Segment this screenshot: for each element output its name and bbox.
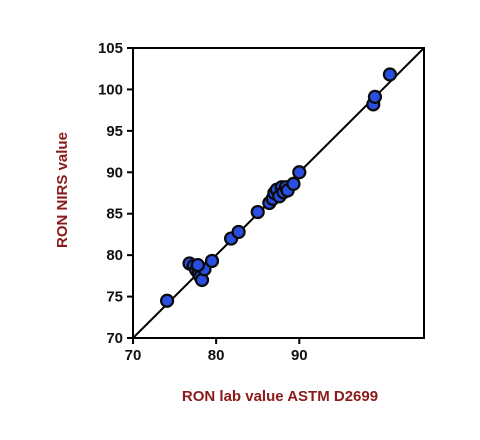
y-tick-label: 80 — [106, 247, 123, 264]
x-tick-label: 70 — [125, 347, 142, 364]
plot-frame — [132, 47, 425, 339]
y-tick-label: 100 — [98, 81, 123, 98]
plot-area — [132, 47, 425, 339]
data-point — [159, 293, 175, 308]
data-points — [159, 67, 398, 308]
y-tick-label: 95 — [106, 123, 123, 140]
data-point — [286, 176, 301, 191]
x-tick-label: 90 — [291, 347, 308, 364]
data-point — [367, 89, 383, 104]
data-point — [382, 67, 398, 82]
y-tick-label: 70 — [106, 330, 123, 347]
data-point — [190, 257, 205, 273]
x-tick-label: 80 — [208, 347, 225, 364]
y-tick-label: 90 — [106, 164, 123, 181]
y-tick-label: 85 — [106, 206, 123, 223]
data-point — [231, 224, 246, 240]
y-axis-ticks: 70 75 80 85 90 95 100 105 — [98, 40, 133, 347]
data-point — [250, 204, 265, 220]
x-axis-ticks: 70 80 90 — [125, 338, 308, 364]
data-point — [204, 253, 220, 269]
x-axis-title: RON lab value ASTM D2699 — [182, 388, 378, 405]
y-tick-label: 105 — [98, 40, 123, 57]
y-tick-label: 75 — [106, 289, 123, 306]
data-point — [292, 165, 307, 180]
y-axis-title: RON NIRS value — [54, 132, 71, 248]
